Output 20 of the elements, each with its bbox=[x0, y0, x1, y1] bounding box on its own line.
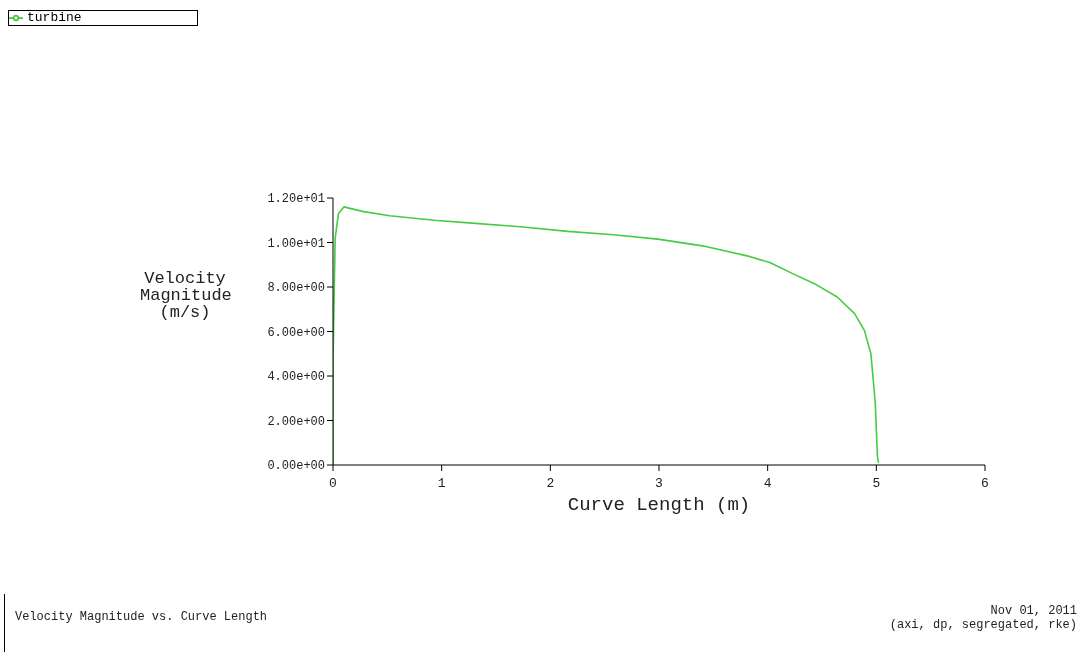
y-tick-label: 4.00e+00 bbox=[267, 370, 325, 385]
x-axis-title: Curve Length (m) bbox=[567, 494, 751, 516]
legend-label: turbine bbox=[27, 10, 82, 26]
x-tick-label: 1 bbox=[437, 476, 446, 491]
x-tick-label: 2 bbox=[546, 476, 555, 491]
text: (axi, dp, segregated, rke) bbox=[889, 618, 1077, 632]
x-tick-label: 4 bbox=[763, 476, 772, 491]
x-tick-label: 5 bbox=[872, 476, 881, 491]
y-tick-label: 6.00e+00 bbox=[267, 325, 325, 340]
y-tick-label: 0.00e+00 bbox=[267, 459, 325, 474]
y-tick-label: 1.00e+01 bbox=[267, 236, 325, 251]
y-tick-label: 8.00e+00 bbox=[267, 281, 325, 296]
y-axis-title: Velocity Magnitude (m/s) bbox=[140, 269, 232, 322]
text: Velocity Magnitude vs. Curve Length bbox=[15, 610, 268, 624]
y-tick-label: 2.00e+00 bbox=[267, 414, 325, 429]
x-tick-label: 3 bbox=[655, 476, 663, 491]
x-tick-label: 6 bbox=[981, 476, 989, 491]
text: Nov 01, 2011 bbox=[990, 604, 1077, 618]
x-tick-label: 0 bbox=[329, 476, 337, 491]
y-tick-label: 1.20e+01 bbox=[267, 192, 325, 207]
